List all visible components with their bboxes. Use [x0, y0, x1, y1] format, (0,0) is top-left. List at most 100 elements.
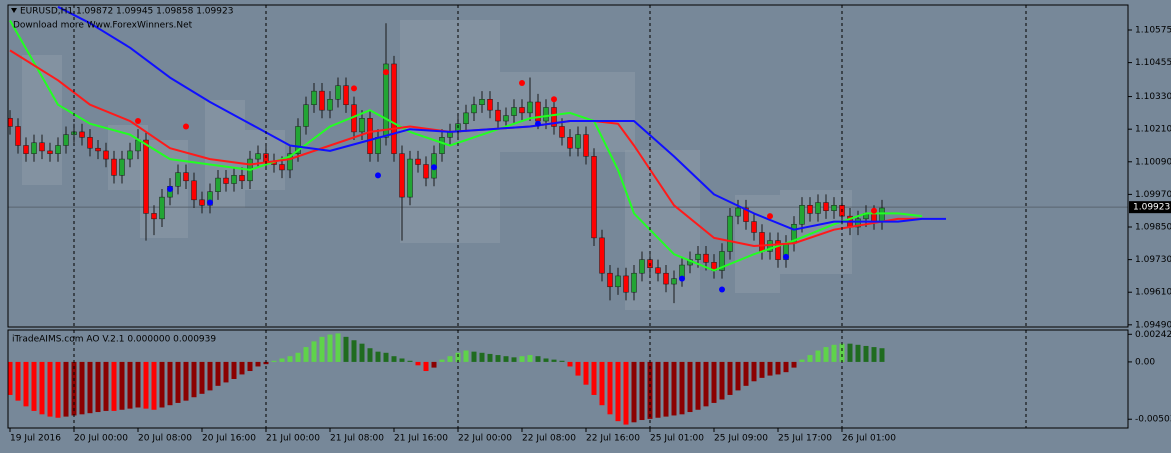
ao-bar [327, 334, 333, 362]
candle-body [671, 278, 677, 285]
candle-body [471, 104, 477, 114]
ao-bar [783, 361, 789, 373]
candle-body [151, 213, 157, 220]
candle-body [703, 253, 709, 263]
y-tick-label: 0.00 [1135, 357, 1155, 367]
x-tick-label: 20 Jul 08:00 [138, 434, 192, 444]
ao-bar [863, 345, 869, 362]
y-tick-label: 1.09490 [1135, 320, 1171, 330]
candle-body [287, 153, 293, 171]
dropdown-icon[interactable] [11, 8, 17, 13]
candle-body [79, 131, 85, 138]
candle-body [559, 126, 565, 138]
ao-bar [239, 361, 245, 375]
candle-body [231, 175, 237, 184]
candle-body [31, 142, 37, 154]
candle-body [495, 109, 501, 122]
x-tick-label: 20 Jul 00:00 [74, 434, 128, 444]
y-tick-label: 1.09970 [1135, 190, 1171, 200]
candle-body [639, 259, 645, 274]
candle-body [543, 107, 549, 122]
ao-bar [295, 352, 301, 362]
candle-body [695, 253, 701, 260]
ao-bar [487, 353, 493, 362]
candle-body [391, 63, 397, 154]
ao-bar [471, 351, 477, 362]
ao-bar [519, 356, 525, 362]
y-tick-label: 1.09850 [1135, 223, 1171, 233]
ao-bar [759, 361, 765, 378]
fractal-dot [383, 69, 389, 76]
candle-body [815, 202, 821, 214]
ao-bar [791, 361, 797, 368]
candle-body [663, 272, 669, 285]
ao-bar [687, 361, 693, 413]
ao-bar [247, 361, 253, 372]
candle-body [655, 267, 661, 274]
ao-bar [871, 347, 877, 362]
x-tick-label: 22 Jul 08:00 [522, 434, 576, 444]
ao-bar [767, 361, 773, 376]
ao-bar [807, 355, 813, 362]
candle-body [239, 175, 245, 182]
candle-body [487, 99, 493, 111]
ao-bar [127, 361, 133, 409]
candle-body [255, 153, 261, 160]
ao-bar [711, 361, 717, 403]
ao-bar [159, 361, 165, 408]
ao-bar [143, 361, 149, 409]
fractal-dot [871, 207, 877, 214]
candle-body [359, 118, 365, 133]
ao-bar [31, 361, 37, 411]
ao-bar [311, 341, 317, 362]
ao-bar [231, 361, 237, 379]
x-tick-label: 21 Jul 16:00 [394, 434, 448, 444]
fractal-dot [679, 275, 685, 282]
x-tick-label: 22 Jul 16:00 [586, 434, 640, 444]
fractal-dot [375, 172, 381, 179]
candle-body [567, 137, 573, 149]
candle-body [55, 145, 61, 154]
ao-bar [615, 361, 621, 422]
ao-bar [207, 361, 213, 391]
candle-body [463, 112, 469, 124]
candle-body [319, 90, 325, 111]
x-tick-label: 26 Jul 01:00 [842, 434, 896, 444]
ao-bar [135, 361, 141, 408]
candle-body [127, 150, 133, 160]
candle-body [159, 196, 165, 220]
price-pane-border [7, 4, 1129, 328]
ao-bar [543, 358, 549, 362]
y-tick-label: 0.002424 [1135, 330, 1171, 340]
fractal-dot [135, 118, 141, 125]
ao-bar [815, 350, 821, 362]
ao-bar [255, 361, 261, 367]
candle-body [775, 240, 781, 260]
ao-bar [39, 361, 45, 415]
ao-bar [631, 361, 637, 423]
ao-bar [439, 359, 445, 362]
candle-body [751, 221, 757, 233]
x-tick-label: 21 Jul 08:00 [330, 434, 384, 444]
ao-bar [799, 359, 805, 362]
candle-body [8, 118, 13, 127]
ao-bar [823, 347, 829, 362]
ao-bar [287, 356, 293, 362]
candle-body [111, 158, 117, 176]
y-tick-label: 1.10455 [1135, 58, 1171, 68]
candle-body [415, 158, 421, 165]
candle-body [583, 134, 589, 157]
ao-bar [351, 340, 357, 362]
y-tick-label: 1.10330 [1135, 92, 1171, 102]
ao-bar [879, 348, 885, 362]
ao-bar [303, 347, 309, 362]
ao-bar [199, 361, 205, 394]
candle-body [143, 139, 149, 214]
ao-bar [383, 352, 389, 362]
candle-body [631, 272, 637, 293]
ao-bar [55, 361, 61, 418]
fractal-dot [535, 120, 541, 127]
candle-body [479, 99, 485, 105]
y-tick-label: 1.10575 [1135, 25, 1171, 35]
candle-body [743, 207, 749, 222]
